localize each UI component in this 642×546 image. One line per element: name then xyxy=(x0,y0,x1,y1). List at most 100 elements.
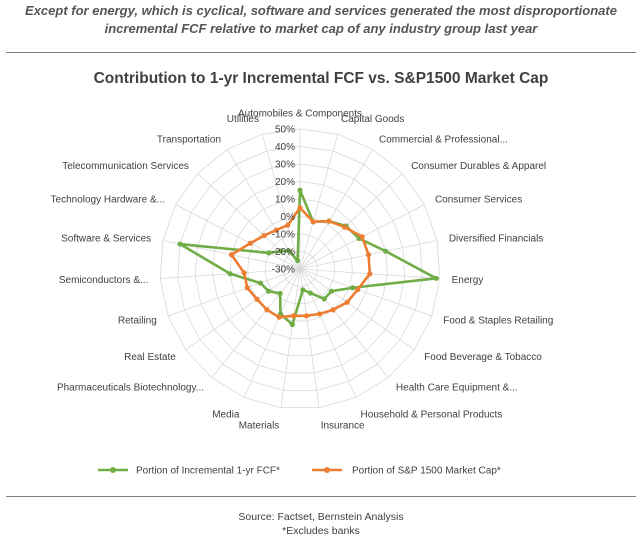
series-1-point xyxy=(328,288,335,294)
chart-subtitle: Except for energy, which is cyclical, so… xyxy=(10,2,632,38)
category-label: Telecommunication Services xyxy=(62,161,189,172)
category-label: Commercial & Professional... xyxy=(379,135,508,146)
bottom-divider xyxy=(6,496,636,497)
series-1-point xyxy=(307,290,314,296)
series-2-point xyxy=(344,299,350,305)
series-2-point xyxy=(310,219,316,225)
grid-spoke xyxy=(197,173,301,270)
series-1-point xyxy=(350,285,356,291)
series-2-point xyxy=(303,313,310,319)
series-1-point xyxy=(257,280,264,286)
series-1-point xyxy=(433,275,439,281)
top-divider xyxy=(6,52,636,53)
category-label: Software & Services xyxy=(61,234,151,245)
legend-label: Portion of S&P 1500 Market Cap* xyxy=(352,466,501,477)
series-2-point xyxy=(241,270,247,276)
grid-spoke xyxy=(280,268,301,408)
series-1-point xyxy=(289,321,295,328)
series-1-point xyxy=(277,290,283,297)
series-2-point xyxy=(359,234,365,240)
series-line-2 xyxy=(230,206,372,319)
series-2-point xyxy=(330,307,336,313)
radial-ticks: -30% -20% -10% 0% 10% 20% 30% 40% 50% xyxy=(272,125,295,276)
grid-spoke xyxy=(211,268,301,378)
grid-spoke xyxy=(167,268,301,317)
series-2-point xyxy=(316,311,323,317)
radial-tick-label: 20% xyxy=(275,177,295,188)
category-label: Pharmaceuticals Biotechnology... xyxy=(57,382,204,393)
category-label: Diversified Financials xyxy=(449,234,543,245)
category-label: Consumer Durables & Apparel xyxy=(411,161,546,172)
series-2-point xyxy=(297,205,303,211)
series-2-point xyxy=(355,286,361,293)
series-2-point xyxy=(244,285,250,291)
grid-ring xyxy=(247,216,353,322)
series-2-point xyxy=(264,307,270,313)
category-label: Retailing xyxy=(118,315,157,326)
series-1-point xyxy=(286,248,292,254)
series-2-point xyxy=(254,296,260,302)
grid-ring xyxy=(282,251,318,287)
series-2-point xyxy=(273,227,279,233)
grid-ring xyxy=(194,163,406,374)
series-2-point xyxy=(290,313,297,319)
source-block: Source: Factset, Bernstein Analysis *Exc… xyxy=(0,510,642,538)
series-2-point xyxy=(247,240,253,246)
subtitle-line-2: incremental FCF relative to market cap o… xyxy=(104,21,538,36)
grid-ring xyxy=(177,146,423,391)
radial-tick-label: 0% xyxy=(281,212,296,223)
category-label: Food Beverage & Tobacco xyxy=(424,352,542,363)
grid-ring xyxy=(229,198,371,339)
series-1-point xyxy=(177,241,183,247)
footnote-text: *Excludes banks xyxy=(282,525,360,537)
grid-spoke xyxy=(175,204,301,270)
radial-tick-label: 30% xyxy=(275,160,295,171)
category-label: Automobiles & Components xyxy=(238,109,362,120)
grid-spoke xyxy=(299,268,389,378)
radial-tick-label: 50% xyxy=(275,125,295,136)
category-label: Insurance xyxy=(321,421,365,432)
grid-spoke xyxy=(243,268,301,398)
category-label: Energy xyxy=(452,275,484,286)
category-label: Consumer Services xyxy=(435,195,522,206)
grid-spoke xyxy=(299,268,415,351)
series-2-point xyxy=(261,232,267,239)
category-label: Utilities xyxy=(227,114,259,125)
series-1-point xyxy=(266,250,272,256)
category-label: Health Care Equipment &... xyxy=(396,382,518,393)
grid-spoke xyxy=(299,268,433,317)
radial-tick-label: -20% xyxy=(272,247,295,258)
series-1-point xyxy=(321,296,327,302)
category-label: Capital Goods xyxy=(341,114,404,125)
legend-swatch-marker xyxy=(324,467,330,473)
legend: Portion of Incremental 1-yr FCF* Portion … xyxy=(98,466,501,477)
category-label: Transportation xyxy=(157,135,221,146)
subtitle-line-1: Except for energy, which is cyclical, so… xyxy=(25,3,617,18)
grid-spoke xyxy=(299,134,339,270)
category-label: Materials xyxy=(239,421,280,432)
source-text: Source: Factset, Bernstein Analysis xyxy=(238,511,404,523)
grid-spoke xyxy=(299,149,374,270)
radial-tick-label: -10% xyxy=(272,230,295,241)
category-label: Food & Staples Retailing xyxy=(443,315,553,326)
grid-spoke xyxy=(261,134,301,270)
series-2-point xyxy=(367,271,373,277)
series-2-point xyxy=(365,252,372,258)
category-label: Real Estate xyxy=(124,352,176,363)
grid-spoke xyxy=(185,268,301,351)
radial-tick-label: 10% xyxy=(275,195,295,206)
series-line-1 xyxy=(178,188,438,326)
series-1-point xyxy=(295,257,301,264)
grid-ring xyxy=(159,128,441,409)
series-2-point xyxy=(342,224,348,230)
category-label: Semiconductors &... xyxy=(59,275,148,286)
series-2-point xyxy=(285,222,291,228)
radial-tick-label: -30% xyxy=(272,265,295,276)
series-1-point xyxy=(300,287,306,293)
grid-spoke xyxy=(299,268,357,398)
radar-grid xyxy=(159,128,441,409)
series-2-point xyxy=(276,314,282,320)
series-1-point xyxy=(297,187,303,193)
